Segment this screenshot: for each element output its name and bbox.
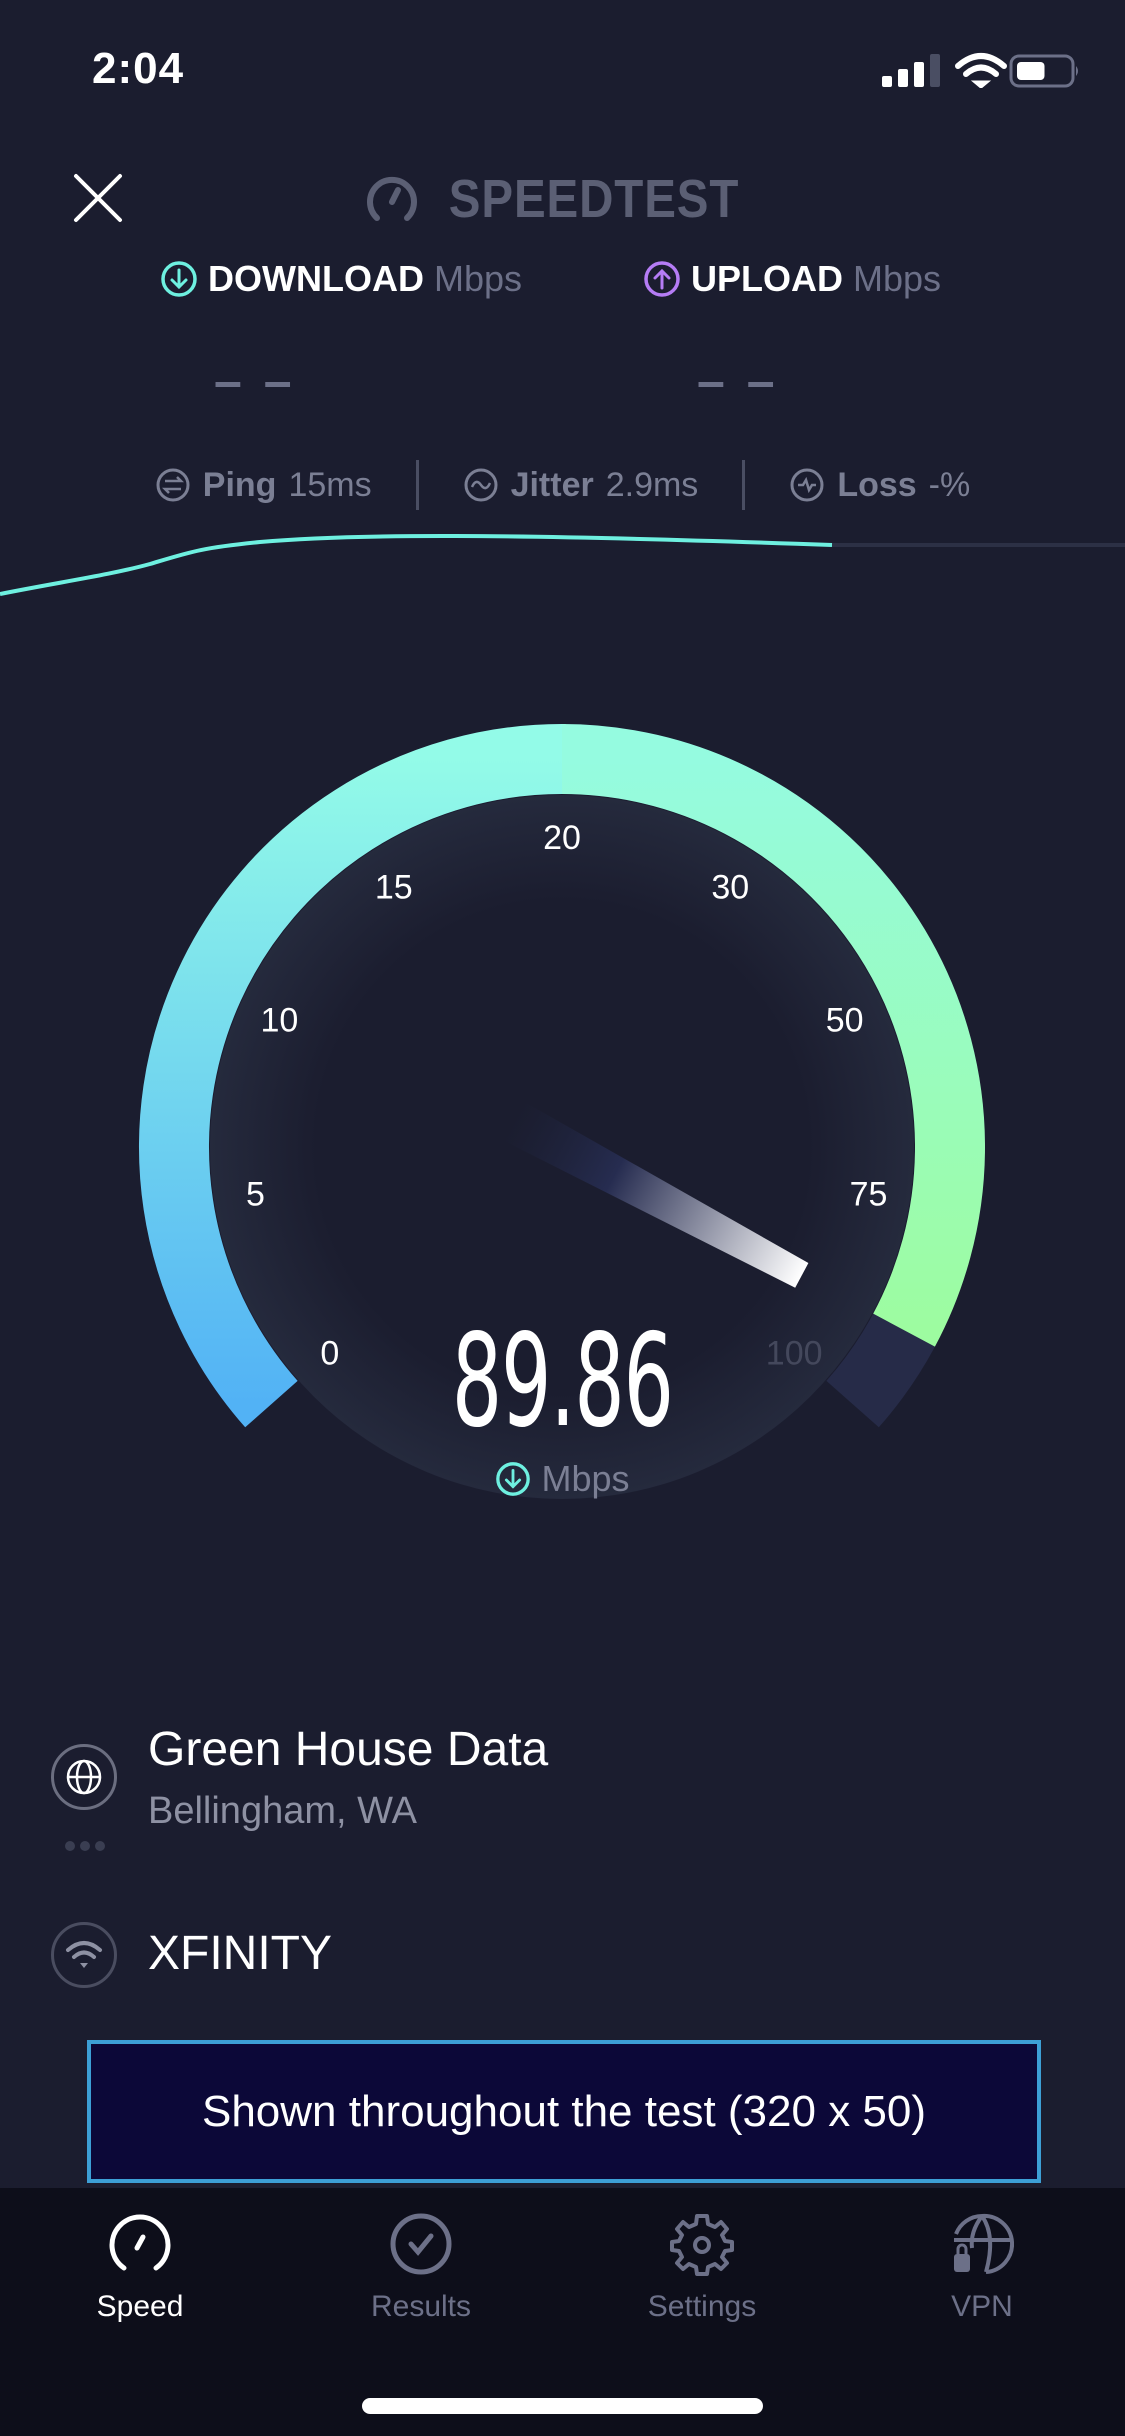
ping-label: Ping bbox=[202, 465, 277, 504]
server-location: Bellingham, WA bbox=[148, 1790, 417, 1832]
speed-unit: Mbps bbox=[541, 1458, 630, 1499]
ad-banner[interactable]: Shown throughout the test (320 x 50) bbox=[87, 2040, 1041, 2183]
ping-stat: Ping 15ms bbox=[111, 466, 416, 505]
upload-unit: Mbps bbox=[853, 258, 942, 299]
jitter-value: 2.9ms bbox=[605, 465, 699, 504]
speed-graph bbox=[0, 533, 1125, 596]
status-icons bbox=[882, 53, 1078, 88]
tab-speed[interactable]: Speed bbox=[20, 2212, 260, 2324]
jitter-icon bbox=[464, 468, 498, 502]
gauge-tick-label: 20 bbox=[543, 819, 581, 857]
upload-icon bbox=[644, 261, 680, 297]
gauge-tick-label: 10 bbox=[260, 1002, 298, 1040]
tab-bar: Speed Results Settings VPN bbox=[0, 2188, 1125, 2436]
close-icon[interactable] bbox=[72, 172, 124, 224]
divider bbox=[742, 460, 746, 510]
gauge-tick-label: 75 bbox=[850, 1175, 888, 1213]
loss-stat: Loss -% bbox=[745, 466, 1014, 505]
gauge-tick-label: 0 bbox=[320, 1334, 339, 1372]
jitter-stat: Jitter 2.9ms bbox=[419, 466, 743, 505]
ping-value: 15ms bbox=[288, 465, 372, 504]
gauge-needle bbox=[503, 1101, 809, 1288]
more-dots-icon bbox=[65, 1841, 105, 1851]
upload-value: – – bbox=[697, 353, 779, 409]
provider-name: XFINITY bbox=[148, 1927, 333, 1980]
tab-settings[interactable]: Settings bbox=[582, 2212, 822, 2324]
server-name[interactable]: Green House Data bbox=[148, 1723, 549, 1776]
ad-text: Shown throughout the test (320 x 50) bbox=[201, 2086, 927, 2136]
download-value: – – bbox=[214, 353, 296, 409]
gauge-tick-label: 15 bbox=[375, 869, 413, 907]
graph-line bbox=[0, 533, 833, 596]
gauge-fill-right bbox=[561, 724, 985, 1347]
stats-row: Ping 15ms Jitter 2.9ms Loss -% bbox=[0, 460, 1125, 510]
loss-label: Loss bbox=[837, 465, 917, 504]
speedometer-icon bbox=[109, 2214, 171, 2271]
cellular-signal-icon bbox=[882, 54, 940, 87]
wifi-icon bbox=[955, 53, 1007, 88]
download-unit: Mbps bbox=[433, 258, 522, 299]
gauge-tick-label: 30 bbox=[711, 869, 749, 907]
gauge-tick-label: 50 bbox=[826, 1002, 864, 1040]
battery-icon bbox=[1009, 54, 1078, 88]
home-indicator[interactable] bbox=[362, 2398, 763, 2414]
tab-label: VPN bbox=[951, 2290, 1013, 2323]
gear-icon bbox=[670, 2214, 734, 2276]
check-circle-icon bbox=[390, 2213, 452, 2275]
gauge-tick-label: 5 bbox=[246, 1175, 265, 1213]
divider bbox=[415, 460, 419, 510]
upload-label: UPLOAD bbox=[691, 258, 843, 299]
ping-icon bbox=[156, 468, 190, 502]
tab-vpn[interactable]: VPN bbox=[862, 2212, 1102, 2324]
globe-lock-icon bbox=[954, 2213, 1014, 2274]
status-time: 2:04 bbox=[92, 44, 185, 93]
upload-header: UPLOAD Mbps bbox=[643, 258, 941, 300]
globe-icon[interactable] bbox=[51, 1744, 117, 1810]
tab-label: Speed bbox=[96, 2290, 184, 2323]
speed-value: 89.86 bbox=[451, 1307, 674, 1456]
jitter-label: Jitter bbox=[510, 465, 594, 504]
tab-label: Results bbox=[370, 2290, 472, 2323]
speedometer-logo-icon bbox=[367, 176, 418, 221]
provider-wifi-icon bbox=[51, 1922, 117, 1988]
gauge-tick-label: 100 bbox=[766, 1334, 823, 1372]
download-header: DOWNLOAD Mbps bbox=[160, 258, 522, 300]
download-icon bbox=[496, 1462, 531, 1496]
speed-gauge: 0 5 10 15 20 30 50 75 100 bbox=[139, 724, 985, 1499]
gauge-fill-left bbox=[139, 724, 566, 1428]
speed-unit-row: Mbps bbox=[0, 1458, 1125, 1500]
download-icon bbox=[161, 261, 197, 297]
tab-results[interactable]: Results bbox=[301, 2212, 541, 2324]
tab-label: Settings bbox=[647, 2290, 757, 2323]
download-label: DOWNLOAD bbox=[208, 258, 424, 299]
loss-icon bbox=[790, 468, 824, 502]
current-speed: 89.86 bbox=[412, 1307, 712, 1456]
speedtest-logo: SPEEDTEST bbox=[0, 168, 1125, 230]
loss-value: -% bbox=[928, 465, 971, 504]
logo-text: SPEEDTEST bbox=[449, 169, 740, 229]
